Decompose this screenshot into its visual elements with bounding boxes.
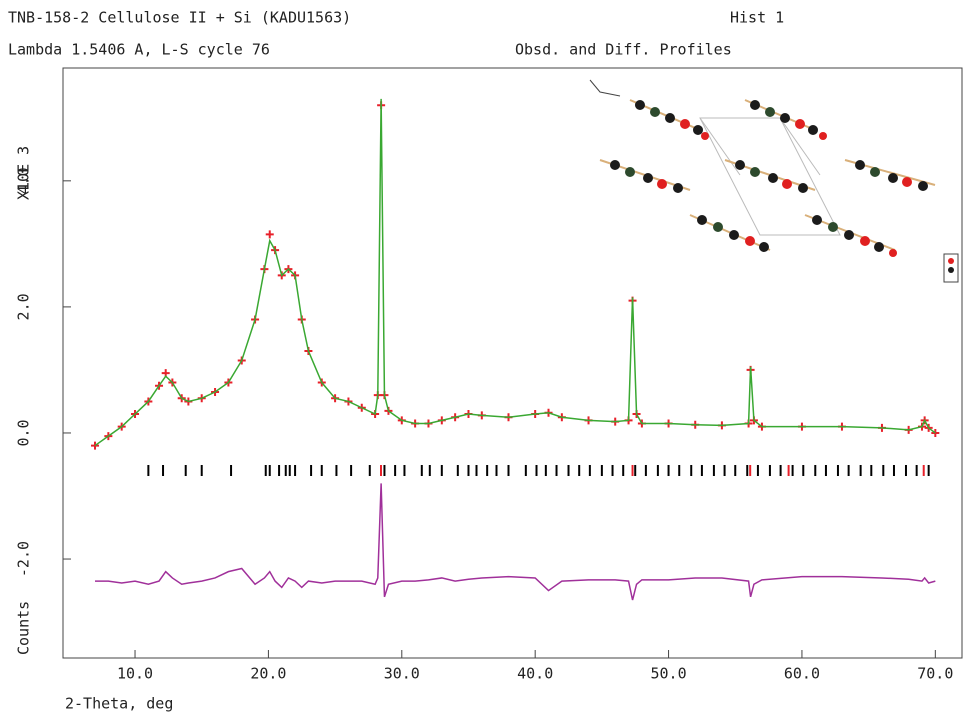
profile-label: Obsd. and Diff. Profiles bbox=[515, 41, 732, 59]
chart: TNB-158-2 Cellulose II + Si (KADU1563) H… bbox=[0, 0, 964, 715]
page: TNB-158-2 Cellulose II + Si (KADU1563) H… bbox=[0, 0, 964, 715]
x-tick-label: 60.0 bbox=[784, 665, 820, 683]
y-tick-label: 4.0 bbox=[15, 167, 33, 194]
x-tick-label: 10.0 bbox=[117, 665, 153, 683]
y-tick-label: -2.0 bbox=[15, 541, 33, 577]
structure-image bbox=[590, 80, 958, 282]
y-tick-label: 2.0 bbox=[15, 293, 33, 320]
chart-subtitle: Lambda 1.5406 A, L-S cycle 76 bbox=[8, 41, 270, 59]
y-tick-label: 0.0 bbox=[15, 419, 33, 446]
plot-frame bbox=[63, 68, 962, 658]
x-tick-label: 70.0 bbox=[917, 665, 953, 683]
x-tick-label: 50.0 bbox=[650, 665, 686, 683]
histogram-label: Hist 1 bbox=[730, 9, 784, 27]
profile-line bbox=[95, 483, 935, 600]
x-tick-label: 30.0 bbox=[384, 665, 420, 683]
x-axis-label: 2-Theta, deg bbox=[65, 695, 173, 713]
y-axis-label: Counts bbox=[15, 601, 33, 655]
x-tick-label: 40.0 bbox=[517, 665, 553, 683]
observed-point bbox=[266, 230, 274, 238]
x-tick-label: 20.0 bbox=[250, 665, 286, 683]
profile-line bbox=[95, 99, 935, 446]
chart-title: TNB-158-2 Cellulose II + Si (KADU1563) bbox=[8, 9, 351, 27]
